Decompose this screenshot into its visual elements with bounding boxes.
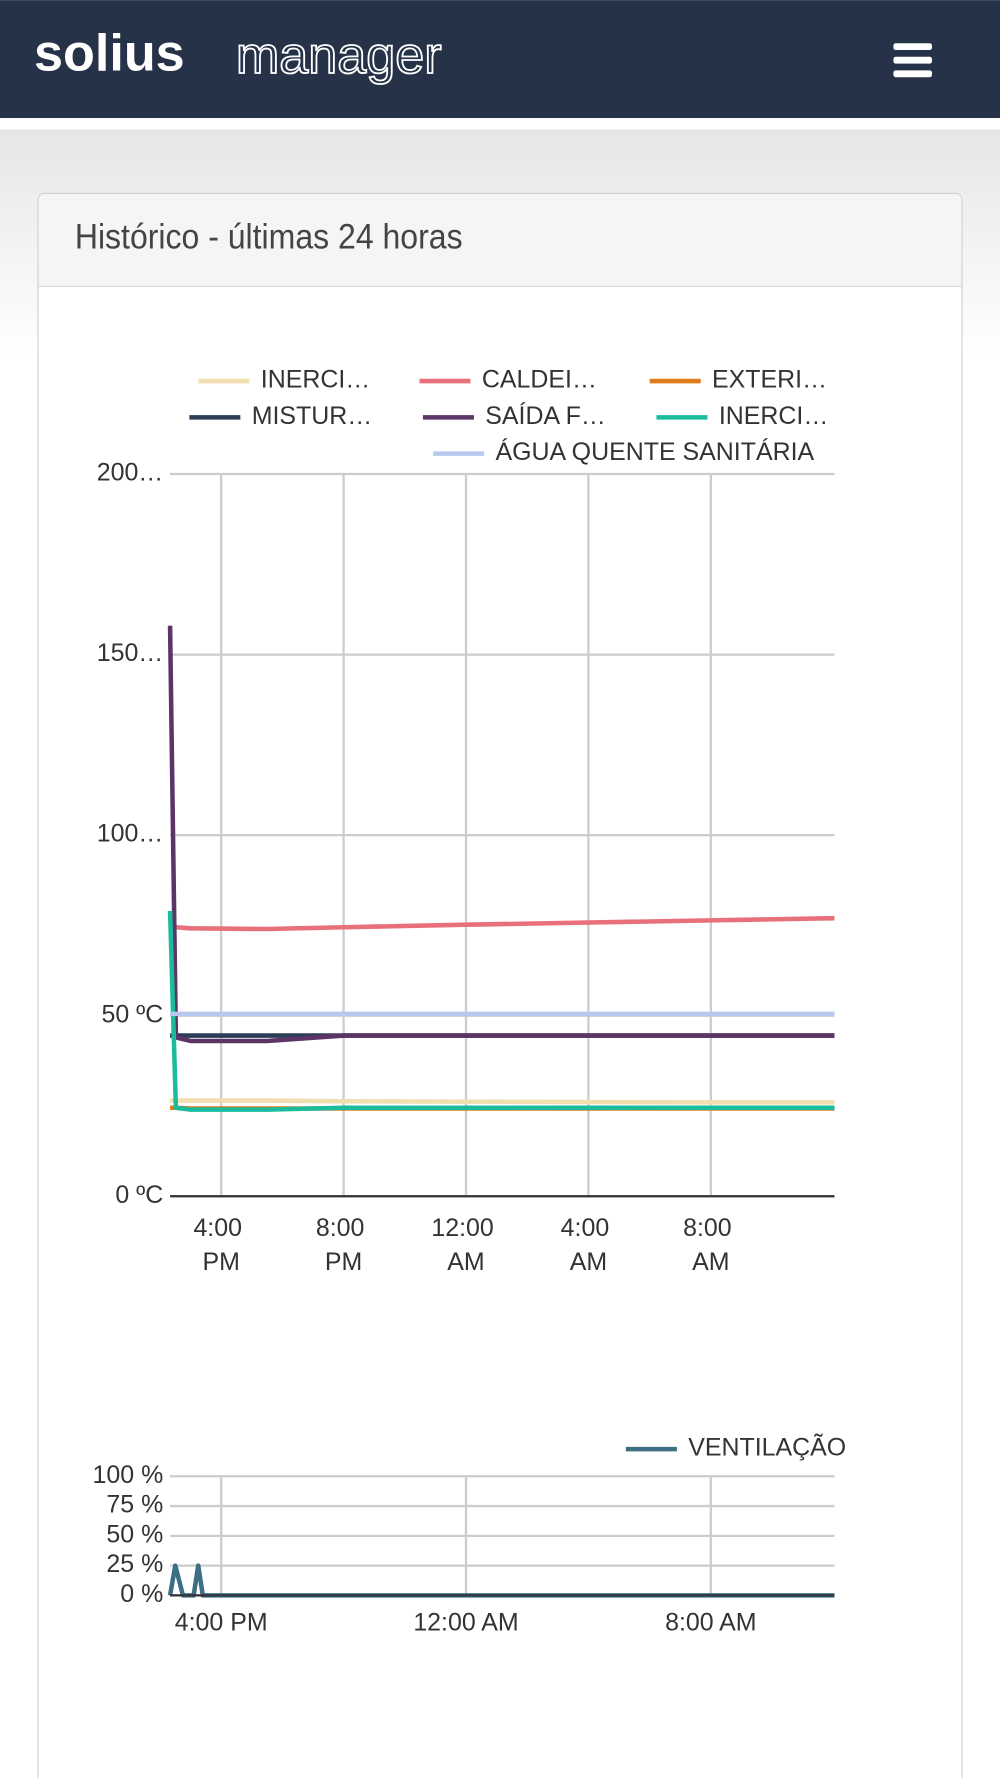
x-tick-label: 8:00 AM <box>683 1214 738 1276</box>
x-tick-label: 12:00 AM <box>431 1214 500 1276</box>
navbar <box>0 0 1000 119</box>
y-tick-label: 200… <box>97 459 164 487</box>
x-tick-label: 8:00 AM <box>665 1608 757 1636</box>
brand-bold: solius <box>34 25 185 83</box>
y-tick-label: 100… <box>97 820 164 848</box>
legend-label: VENTILAÇÃO <box>688 1433 846 1462</box>
panel-title: Histórico - últimas 24 horas <box>75 218 463 257</box>
x-tick-label: 4:00 PM <box>175 1608 268 1636</box>
y-tick-label: 0 % <box>120 1580 163 1608</box>
x-tick-label: 4:00 PM <box>193 1214 248 1276</box>
y-tick-label: 0 ºC <box>115 1181 163 1209</box>
y-tick-label: 50 ºC <box>101 1000 163 1028</box>
series-line <box>170 1098 835 1105</box>
x-tick-label: 8:00 PM <box>316 1214 371 1276</box>
x-tick-label: 12:00 AM <box>413 1608 518 1636</box>
legend-label: SAÍDA F… <box>485 401 606 430</box>
series-line <box>170 915 835 932</box>
series-line <box>167 625 835 1044</box>
menu-button[interactable] <box>893 43 932 78</box>
legend-label: ÁGUA QUENTE SANITÁRIA <box>495 437 814 466</box>
legend-label: EXTERI… <box>712 366 827 394</box>
panel <box>37 192 963 1778</box>
series-line <box>167 910 835 1112</box>
x-tick-label: 4:00 AM <box>561 1214 616 1276</box>
y-tick-label: 25 % <box>106 1550 163 1578</box>
y-tick-label: 50 % <box>106 1520 163 1548</box>
panel-heading <box>38 193 962 286</box>
legend-label: INERCI… <box>719 402 828 430</box>
y-tick-label: 75 % <box>106 1491 163 1519</box>
legend-label: MISTUR… <box>252 402 373 430</box>
legend-label: CALDEI… <box>482 366 597 394</box>
brand-light: manager <box>236 27 442 85</box>
legend-label: INERCI… <box>261 366 370 394</box>
y-tick-label: 100 % <box>93 1461 164 1489</box>
y-tick-label: 150… <box>97 639 164 667</box>
